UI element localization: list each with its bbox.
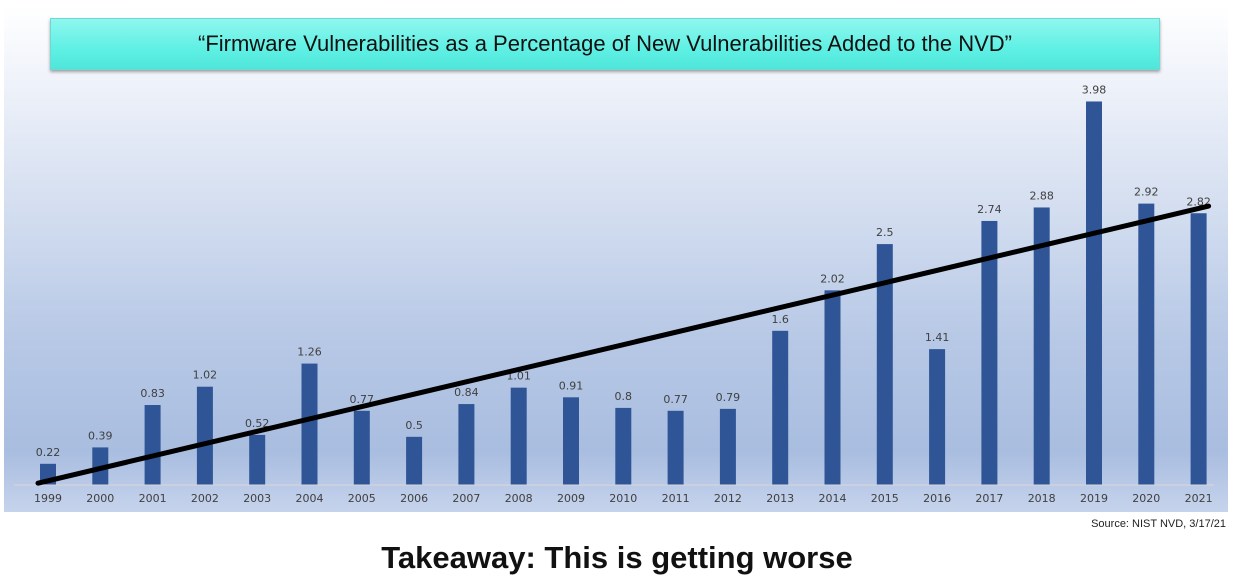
x-tick-label-2015: 2015 bbox=[871, 492, 899, 505]
data-label-2007: 0.84 bbox=[454, 386, 479, 399]
data-label-2014: 2.02 bbox=[820, 272, 845, 285]
x-tick-label-2006: 2006 bbox=[400, 492, 428, 505]
data-label-2019: 3.98 bbox=[1082, 83, 1107, 96]
data-label-2016: 1.41 bbox=[925, 331, 950, 344]
bar-2011 bbox=[667, 410, 684, 485]
bar-2008 bbox=[510, 387, 527, 485]
x-tick-label-2009: 2009 bbox=[557, 492, 585, 505]
x-tick-label-2008: 2008 bbox=[505, 492, 533, 505]
bar-2006 bbox=[406, 436, 423, 485]
data-label-2013: 1.6 bbox=[771, 313, 789, 326]
x-tick-label-2018: 2018 bbox=[1028, 492, 1056, 505]
data-label-2009: 0.91 bbox=[559, 379, 584, 392]
bar-2007 bbox=[458, 404, 475, 485]
data-label-1999: 0.22 bbox=[36, 446, 61, 459]
data-label-2000: 0.39 bbox=[88, 429, 113, 442]
x-tick-label-2000: 2000 bbox=[86, 492, 114, 505]
bar-2004 bbox=[301, 363, 318, 485]
bar-2014 bbox=[824, 290, 841, 485]
x-tick-label-2004: 2004 bbox=[296, 492, 324, 505]
data-label-2001: 0.83 bbox=[140, 387, 165, 400]
x-tick-label-2019: 2019 bbox=[1080, 492, 1108, 505]
data-label-2010: 0.8 bbox=[615, 390, 633, 403]
x-tick-label-2014: 2014 bbox=[819, 492, 847, 505]
bar-2020 bbox=[1138, 203, 1155, 486]
data-label-2012: 0.79 bbox=[716, 391, 741, 404]
x-tick-label-2017: 2017 bbox=[975, 492, 1003, 505]
x-tick-label-2005: 2005 bbox=[348, 492, 376, 505]
bar-2010 bbox=[615, 407, 632, 485]
bar-2009 bbox=[563, 397, 579, 485]
chart-title: “Firmware Vulnerabilities as a Percentag… bbox=[50, 18, 1160, 70]
bar-2003 bbox=[249, 434, 266, 485]
bar-2016 bbox=[929, 349, 946, 485]
source-note: Source: NIST NVD, 3/17/21 bbox=[1091, 518, 1226, 530]
bar-chart: 0.220.390.831.020.521.260.770.50.841.010… bbox=[14, 83, 1214, 505]
data-label-2015: 2.5 bbox=[876, 226, 894, 239]
chart-panel: 0.22 0.39 0.83 1.02 0.52 1.26 0.77 0.5 0.84 1.01 0… bbox=[4, 6, 1228, 512]
data-label-2003: 0.52 bbox=[245, 417, 270, 430]
data-label-2017: 2.74 bbox=[977, 203, 1002, 216]
bar-2018 bbox=[1033, 207, 1050, 486]
data-label-2011: 0.77 bbox=[663, 393, 688, 406]
data-label-2006: 0.5 bbox=[405, 419, 423, 432]
bar-2021 bbox=[1190, 213, 1207, 485]
x-tick-label-2013: 2013 bbox=[766, 492, 794, 505]
x-tick-label-2003: 2003 bbox=[243, 492, 271, 505]
bar-2001 bbox=[144, 405, 161, 485]
bar-2002 bbox=[196, 386, 213, 485]
x-tick-label-2016: 2016 bbox=[923, 492, 951, 505]
x-tick-label-2020: 2020 bbox=[1132, 492, 1160, 505]
data-label-2018: 2.88 bbox=[1029, 189, 1054, 202]
bar-2005 bbox=[353, 410, 370, 485]
x-axis-ticks: 1999 2000 2001 2002 2003 2004 2005 2006 2007 2008… bbox=[34, 492, 1213, 505]
x-tick-label-2012: 2012 bbox=[714, 492, 742, 505]
x-tick-label-1999: 1999 bbox=[34, 492, 62, 505]
bar-2012 bbox=[719, 408, 736, 485]
takeaway-heading: Takeaway: This is getting worse bbox=[381, 540, 853, 575]
bar-2017 bbox=[981, 220, 998, 486]
bar-2015 bbox=[876, 244, 893, 485]
data-label-2020: 2.92 bbox=[1134, 186, 1159, 199]
trend-line bbox=[35, 203, 1212, 486]
bars-layer bbox=[40, 101, 1207, 486]
x-tick-label-2010: 2010 bbox=[609, 492, 637, 505]
x-tick-label-2011: 2011 bbox=[662, 492, 690, 505]
x-tick-label-2021: 2021 bbox=[1185, 492, 1213, 505]
x-tick-label-2001: 2001 bbox=[139, 492, 167, 505]
bar-2019 bbox=[1086, 101, 1102, 486]
bar-2013 bbox=[772, 330, 789, 485]
x-tick-label-2007: 2007 bbox=[452, 492, 480, 505]
data-labels-layer: 0.220.390.831.020.521.260.770.50.841.010… bbox=[36, 83, 1211, 458]
x-tick-label-2002: 2002 bbox=[191, 492, 219, 505]
data-label-2002: 1.02 bbox=[193, 369, 218, 382]
data-label-2004: 1.26 bbox=[297, 346, 322, 359]
